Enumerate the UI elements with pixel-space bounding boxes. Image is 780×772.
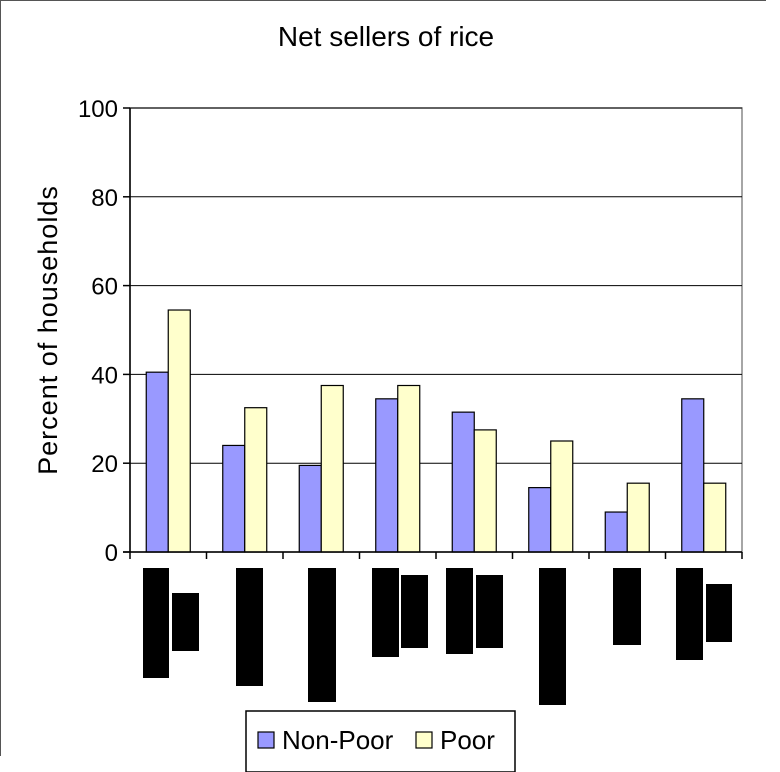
bar-poor-2 (244, 407, 268, 553)
redaction-block (143, 568, 169, 678)
bar-poor-3 (320, 384, 344, 553)
bar-non-poor-4 (375, 398, 399, 553)
bar-non-poor-1 (145, 371, 169, 553)
plot-background (129, 107, 743, 553)
y-axis-ticks: 0 20 40 60 80 100 (78, 96, 130, 567)
legend-box (245, 710, 516, 772)
bar-poor-5 (473, 429, 497, 553)
redaction-block (446, 568, 473, 654)
bar-poor-4 (397, 384, 421, 553)
category-label-redactions (143, 568, 732, 705)
redaction-block (172, 593, 199, 651)
y-tick-label: 60 (91, 274, 118, 301)
redaction-block (476, 575, 503, 648)
bar-non-poor-6 (528, 487, 552, 553)
legend: Non-Poor Poor (245, 710, 516, 772)
redaction-block (236, 568, 263, 686)
bar-poor-7 (626, 482, 650, 553)
bar-non-poor-8 (681, 398, 705, 553)
redaction-block (372, 568, 399, 657)
redaction-block (613, 568, 641, 645)
axes (123, 108, 743, 559)
redaction-block (308, 568, 336, 702)
y-tick-label: 40 (91, 362, 118, 389)
redaction-block (676, 568, 703, 660)
plot-area (129, 107, 743, 553)
y-axis-label: Percent of households (33, 185, 63, 475)
redaction-block (706, 584, 732, 642)
legend-label-poor: Poor (440, 725, 495, 755)
bar-poor-6 (550, 440, 574, 553)
y-tick-label: 100 (78, 96, 118, 123)
y-tick-label: 20 (91, 451, 118, 478)
legend-swatch-non-poor (257, 731, 275, 749)
bar-non-poor-2 (222, 444, 246, 553)
legend-swatch-poor (415, 731, 433, 749)
redaction-block (539, 568, 566, 705)
chart-title: Net sellers of rice (278, 21, 494, 52)
bar-poor-1 (167, 309, 191, 553)
bar-non-poor-3 (298, 464, 322, 553)
chart-frame (0, 0, 766, 756)
bar-poor-8 (703, 482, 727, 553)
y-tick-label: 0 (105, 540, 118, 567)
bars (145, 309, 727, 553)
bar-non-poor-7 (604, 511, 628, 553)
legend-label-non-poor: Non-Poor (282, 725, 394, 755)
y-tick-label: 80 (91, 185, 118, 212)
redaction-block (401, 575, 428, 648)
bar-non-poor-5 (451, 411, 475, 553)
